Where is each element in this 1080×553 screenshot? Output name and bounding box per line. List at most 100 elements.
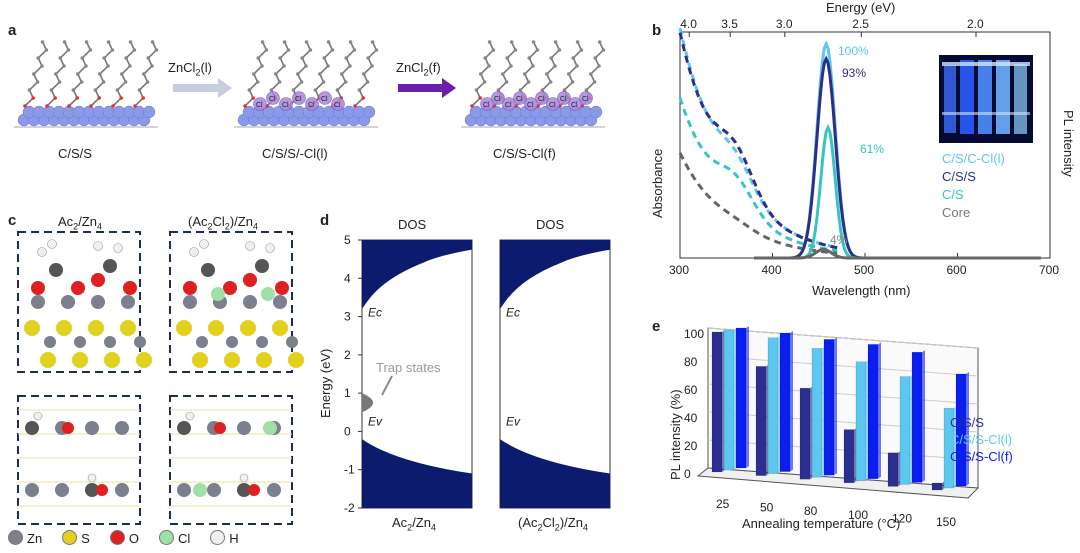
ligand-atom (150, 64, 154, 68)
bar-side (790, 331, 793, 472)
atom-zn (267, 483, 281, 497)
ligand-atom (62, 40, 67, 44)
atom-o (183, 281, 197, 295)
ligand-atom (330, 48, 335, 52)
atom-o (214, 422, 226, 434)
ligand-atom (482, 80, 487, 84)
ligand-atom (592, 80, 597, 84)
ev-label: Ev (506, 415, 521, 429)
ligand-atom (361, 96, 366, 100)
x-tick-label: 50 (760, 501, 774, 515)
y-tick-label: 80 (684, 355, 698, 369)
ligand-atom (593, 56, 597, 60)
ligand-atom (27, 88, 32, 92)
bar-C/S/S-120 (887, 452, 899, 487)
ligand-atom (66, 48, 71, 52)
ligand-atom (62, 64, 66, 68)
atom-cl (211, 287, 225, 301)
grid-line (707, 383, 979, 405)
ligand-atom (296, 72, 300, 76)
ligand-atom (527, 56, 531, 60)
legend-dot-s (62, 530, 78, 545)
ligand-atom (67, 104, 71, 108)
atom-zn (237, 421, 251, 435)
absorbance-label: Absorbance (650, 148, 665, 218)
cl-ion (535, 91, 549, 105)
ligand-atom (579, 48, 584, 52)
atom-s (192, 352, 208, 368)
bar-side (746, 326, 749, 468)
atom-zn (115, 421, 129, 435)
ligand-atom (365, 80, 370, 84)
ligand-atom (535, 48, 540, 52)
grid-line (707, 327, 979, 349)
legend-b-1: C/S/C-Cl(l) (942, 151, 1005, 166)
ligand-atom (496, 88, 501, 92)
ligand-atom (304, 40, 309, 44)
atom-zn (256, 336, 268, 348)
dos-bottom-2: (Ac2Cl2)/Zn4 (518, 515, 588, 533)
y-tick-label: 5 (344, 233, 351, 247)
ligand-atom (313, 88, 318, 92)
cl-ion-label: Cl (582, 96, 589, 103)
bar-C/S/S-50 (755, 366, 767, 476)
y-tick-label: 20 (684, 439, 698, 453)
atom-zn (74, 336, 86, 348)
surface-atom (589, 105, 603, 119)
ligand-chain (24, 41, 48, 107)
ligand-atom (124, 56, 128, 60)
atom-s (136, 352, 152, 368)
conduction-band (362, 240, 472, 309)
trap-arrow (381, 375, 393, 396)
y-tick-label: 0 (684, 467, 691, 481)
ligand-atom (32, 72, 36, 76)
ligand-atom (256, 56, 261, 60)
atom-o (71, 281, 85, 295)
atom-zn (25, 483, 39, 497)
trap-states-label: Trap states (376, 360, 441, 375)
ligand-atom (97, 96, 101, 100)
surface-stage-1 (14, 105, 158, 128)
pct-61: 61% (860, 142, 885, 156)
ligand-atom (133, 104, 137, 108)
bar-C/S/S-100 (843, 429, 855, 484)
ligand-atom (352, 48, 357, 52)
atom-s (208, 320, 224, 336)
ligand-atom (58, 56, 62, 60)
ligand-atom (132, 48, 137, 52)
cl-ion-label: Cl (483, 102, 490, 109)
ligand-atom (575, 64, 579, 68)
bar-C/S/S-80 (799, 387, 811, 480)
ligand-atom (505, 56, 510, 60)
ligand-atom (353, 104, 357, 108)
cl-ion-label: Cl (527, 102, 534, 109)
cl-ion (579, 91, 593, 105)
bar-C/S/S-Cl(f)-120 (911, 351, 923, 483)
bar-C/S/S-Cl(f)-25 (735, 327, 747, 469)
ligand-atom (137, 88, 142, 92)
atom-cl (261, 287, 275, 301)
x-tick-label: 500 (854, 263, 874, 277)
ligand-atom (553, 64, 557, 68)
atom-s (72, 352, 88, 368)
cl-ion-label: Cl (308, 102, 315, 109)
atom-o (96, 484, 108, 496)
ligand-atom (31, 96, 35, 100)
ligand-atom (479, 72, 483, 76)
ligand-atom (89, 104, 93, 108)
cl-ion (305, 97, 319, 111)
atom-cl (193, 483, 207, 497)
y-tick-label: -1 (344, 463, 355, 477)
panel-e-letter: e (652, 318, 661, 335)
atom-o (91, 273, 105, 287)
legend-dot-cl (158, 530, 174, 545)
bar-side (966, 372, 969, 486)
ligand-atom (146, 56, 150, 60)
ligand-atom (142, 72, 146, 76)
legend-b-3: C/S (942, 187, 964, 202)
conduction-band (500, 240, 610, 309)
bar-C/S/S-25 (711, 331, 723, 473)
ligand-atom (575, 40, 580, 44)
ligand-atom (80, 56, 84, 60)
atom-h (33, 411, 43, 421)
